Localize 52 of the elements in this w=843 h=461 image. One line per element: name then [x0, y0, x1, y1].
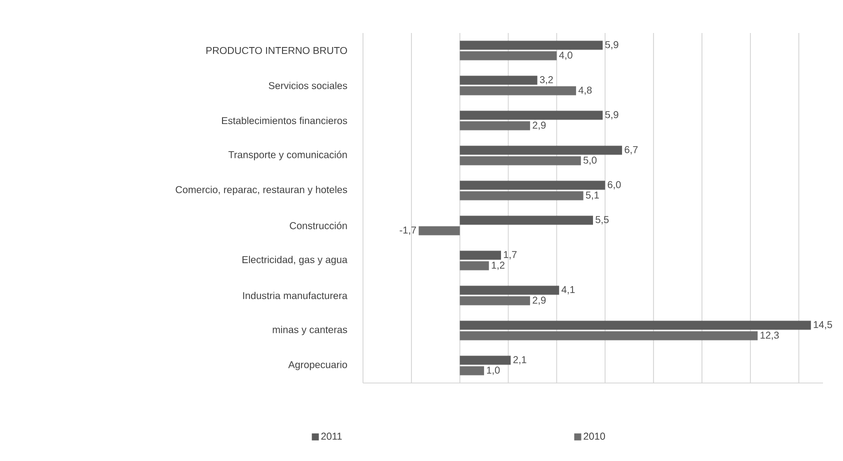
data-label: 6,7 [624, 146, 638, 154]
data-label: 2,9 [532, 296, 546, 305]
bar [460, 296, 530, 306]
bar [460, 356, 511, 365]
data-label: 5,5 [596, 216, 609, 224]
bar [460, 40, 603, 50]
bar [460, 320, 811, 330]
data-label: 1,7 [504, 251, 517, 260]
bar [460, 86, 576, 96]
data-label: 1,2 [492, 262, 504, 270]
bar [460, 250, 502, 260]
data-label: 2,1 [513, 356, 526, 364]
data-label: -1,7 [400, 226, 416, 235]
bar [460, 286, 560, 295]
legend-label: 2010 [584, 432, 605, 440]
y-tick-label: Construcción [290, 222, 347, 230]
y-tick-label: PRODUCTO INTERNO BRUTO [206, 46, 348, 54]
bar [418, 226, 460, 236]
bar [460, 191, 584, 200]
data-label: 14,5 [814, 321, 832, 330]
data-label: 12,3 [760, 332, 779, 340]
data-label: 4,8 [578, 86, 592, 95]
bar [460, 261, 489, 270]
bar [460, 180, 606, 190]
y-tick-label: Establecimientos financieros [222, 116, 348, 124]
bar [460, 366, 484, 376]
data-label: 1,0 [487, 366, 500, 375]
y-tick-label: Agropecuario [288, 360, 348, 370]
data-label: 5,9 [605, 41, 618, 50]
bar [460, 216, 594, 225]
bar [460, 110, 603, 120]
bar [460, 76, 538, 85]
y-tick-label: Electricidad, gas y agua [242, 256, 348, 266]
data-label: 4,0 [559, 52, 572, 60]
data-label: 3,2 [540, 76, 553, 84]
y-tick-label: Comercio, reparac, restauran y hoteles [176, 186, 348, 196]
data-label: 2,9 [532, 122, 546, 130]
y-tick-label: Industria manufacturera [243, 292, 348, 300]
bar [460, 156, 581, 166]
y-tick-label: minas y canteras [272, 326, 348, 336]
bar [460, 146, 622, 155]
y-tick-label: Servicios sociales [268, 82, 348, 90]
data-label: 5,9 [605, 111, 618, 120]
bar [460, 121, 530, 130]
legend-label: 2011 [321, 432, 342, 440]
bar [460, 331, 758, 340]
data-label: 6,0 [608, 181, 621, 190]
data-label: 5,1 [586, 192, 599, 200]
bar [460, 51, 557, 60]
y-tick-label: Transporte y comunicación [228, 150, 347, 160]
data-label: 5,0 [584, 156, 597, 165]
data-label: 4,1 [562, 286, 575, 294]
